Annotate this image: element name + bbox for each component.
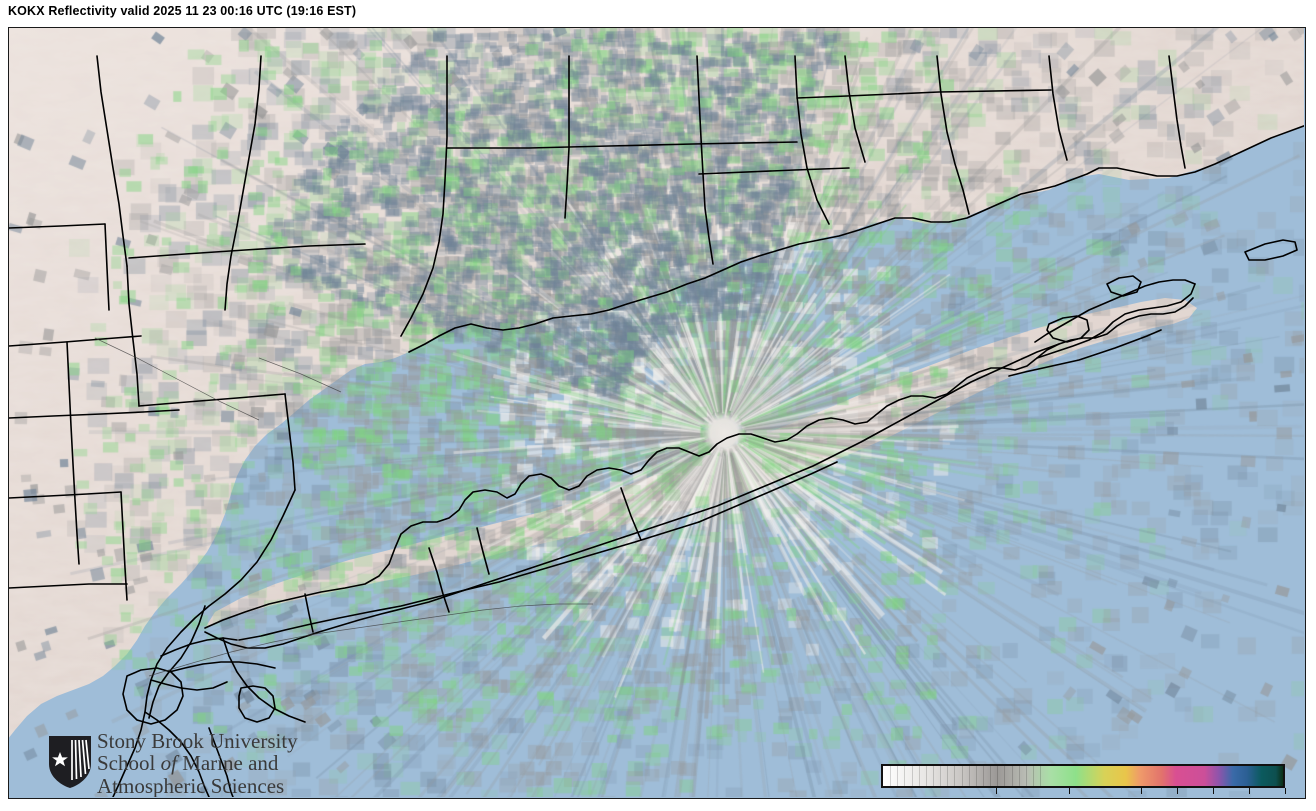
title-bar: KOKX Reflectivity valid 2025 11 23 00:16… [0, 0, 1316, 26]
colorbar-tick [1176, 788, 1178, 794]
colorbar-tick [996, 788, 998, 794]
colorbar-tick [1140, 788, 1142, 794]
page-title: KOKX Reflectivity valid 2025 11 23 00:16… [8, 4, 357, 18]
colorbar-tick [1248, 788, 1250, 794]
map-viewport[interactable]: Stony Brook University School of Marine … [9, 28, 1304, 797]
colorbar-tick [1212, 788, 1214, 794]
map-frame[interactable]: Stony Brook University School of Marine … [8, 27, 1306, 799]
colorbar-tick-label: 50 [1169, 794, 1185, 797]
colorbar-tick-label: 80 [1277, 794, 1293, 797]
colorbar-swatch[interactable] [881, 764, 1285, 788]
boundaries-layer [9, 55, 1304, 797]
colorbar-tick-label: 70 [1241, 794, 1257, 797]
colorbar-gradient [883, 766, 1283, 786]
colorbar-tick [1068, 788, 1070, 794]
reflectivity-colorbar[interactable]: 0 20 40 50 60 70 80 [873, 756, 1293, 797]
colorbar-tick-label: 60 [1205, 794, 1221, 797]
colorbar-tick-label: 40 [1133, 794, 1149, 797]
colorbar-tick-label: 0 [992, 794, 1000, 797]
radar-echo-layer [9, 28, 1304, 797]
colorbar-tick [1285, 788, 1286, 794]
colorbar-tick-label: 20 [1061, 794, 1077, 797]
